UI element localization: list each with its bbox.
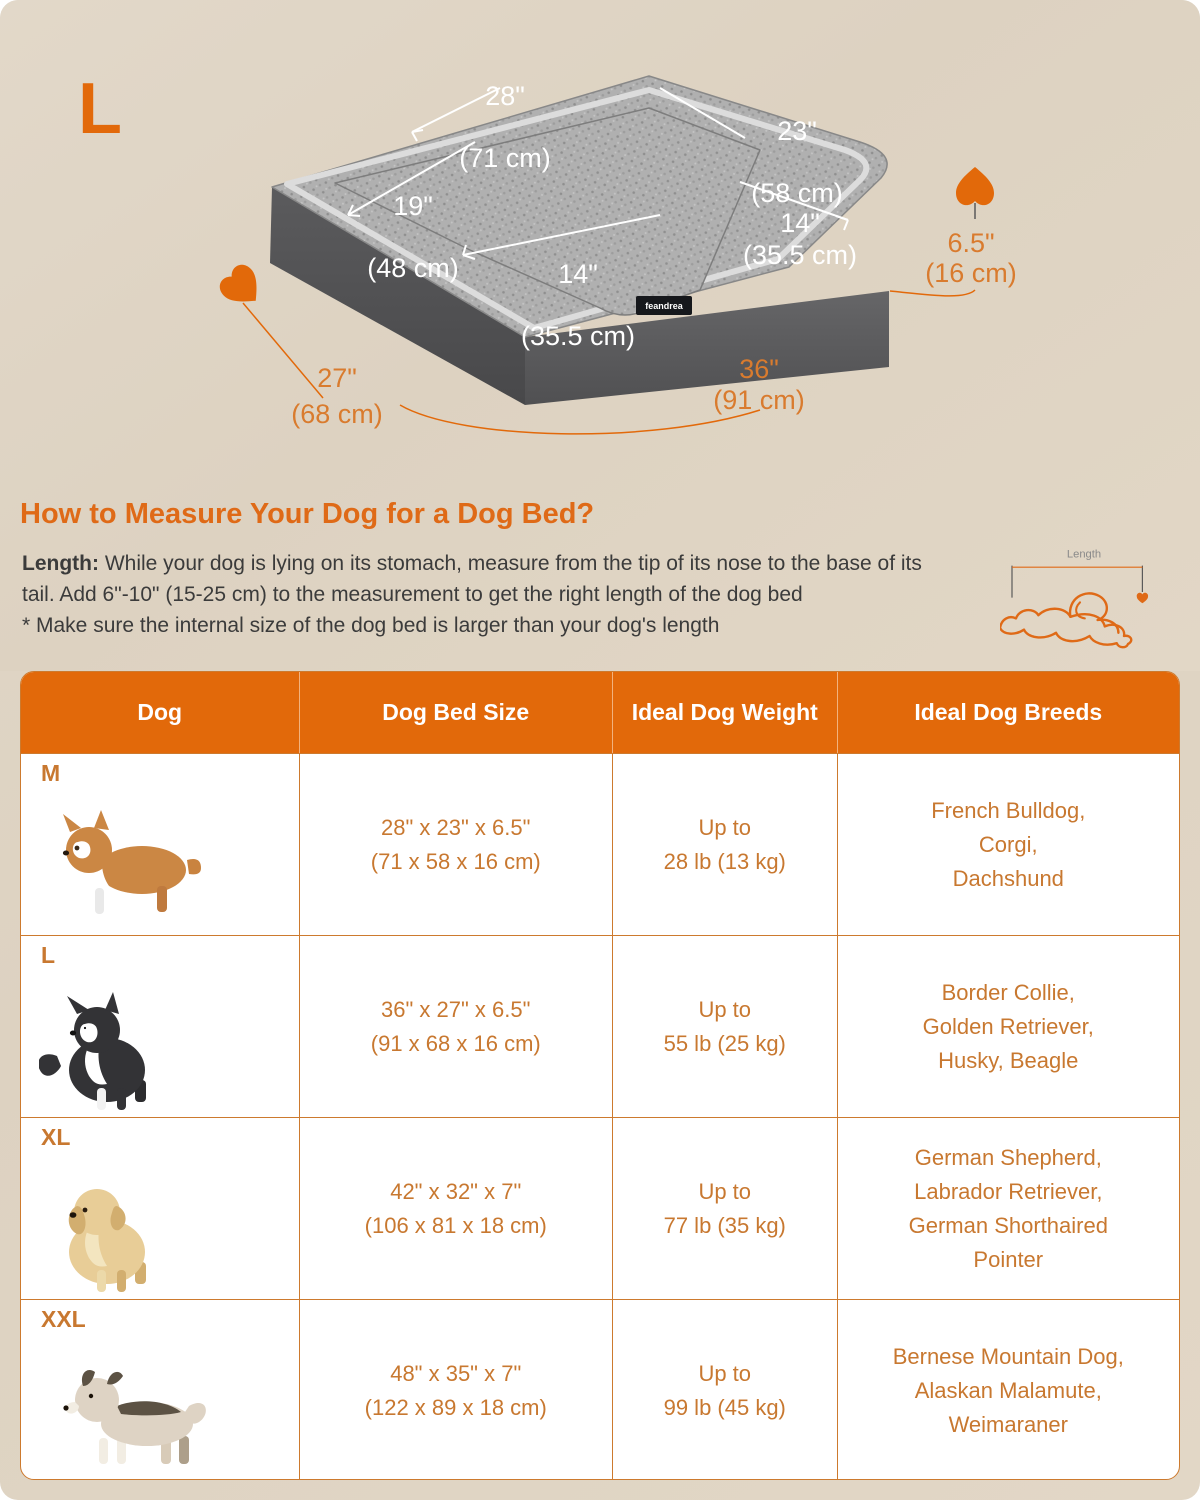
svg-text:(48 cm): (48 cm) — [367, 253, 459, 283]
svg-text:23": 23" — [777, 116, 817, 146]
svg-text:(71 cm): (71 cm) — [459, 143, 551, 173]
svg-text:feandrea: feandrea — [645, 301, 684, 311]
svg-text:28": 28" — [485, 81, 525, 111]
svg-text:27": 27" — [317, 363, 357, 393]
svg-text:(35.5 cm): (35.5 cm) — [521, 321, 635, 351]
svg-text:14": 14" — [780, 208, 820, 238]
svg-text:(58 cm): (58 cm) — [751, 178, 843, 208]
svg-text:(35.5 cm): (35.5 cm) — [743, 240, 857, 270]
svg-text:19": 19" — [393, 191, 433, 221]
svg-text:6.5": 6.5" — [947, 228, 994, 258]
svg-text:36": 36" — [739, 354, 779, 384]
svg-text:14": 14" — [558, 259, 598, 289]
svg-text:(68 cm): (68 cm) — [291, 399, 383, 429]
svg-text:(16 cm): (16 cm) — [925, 258, 1017, 288]
